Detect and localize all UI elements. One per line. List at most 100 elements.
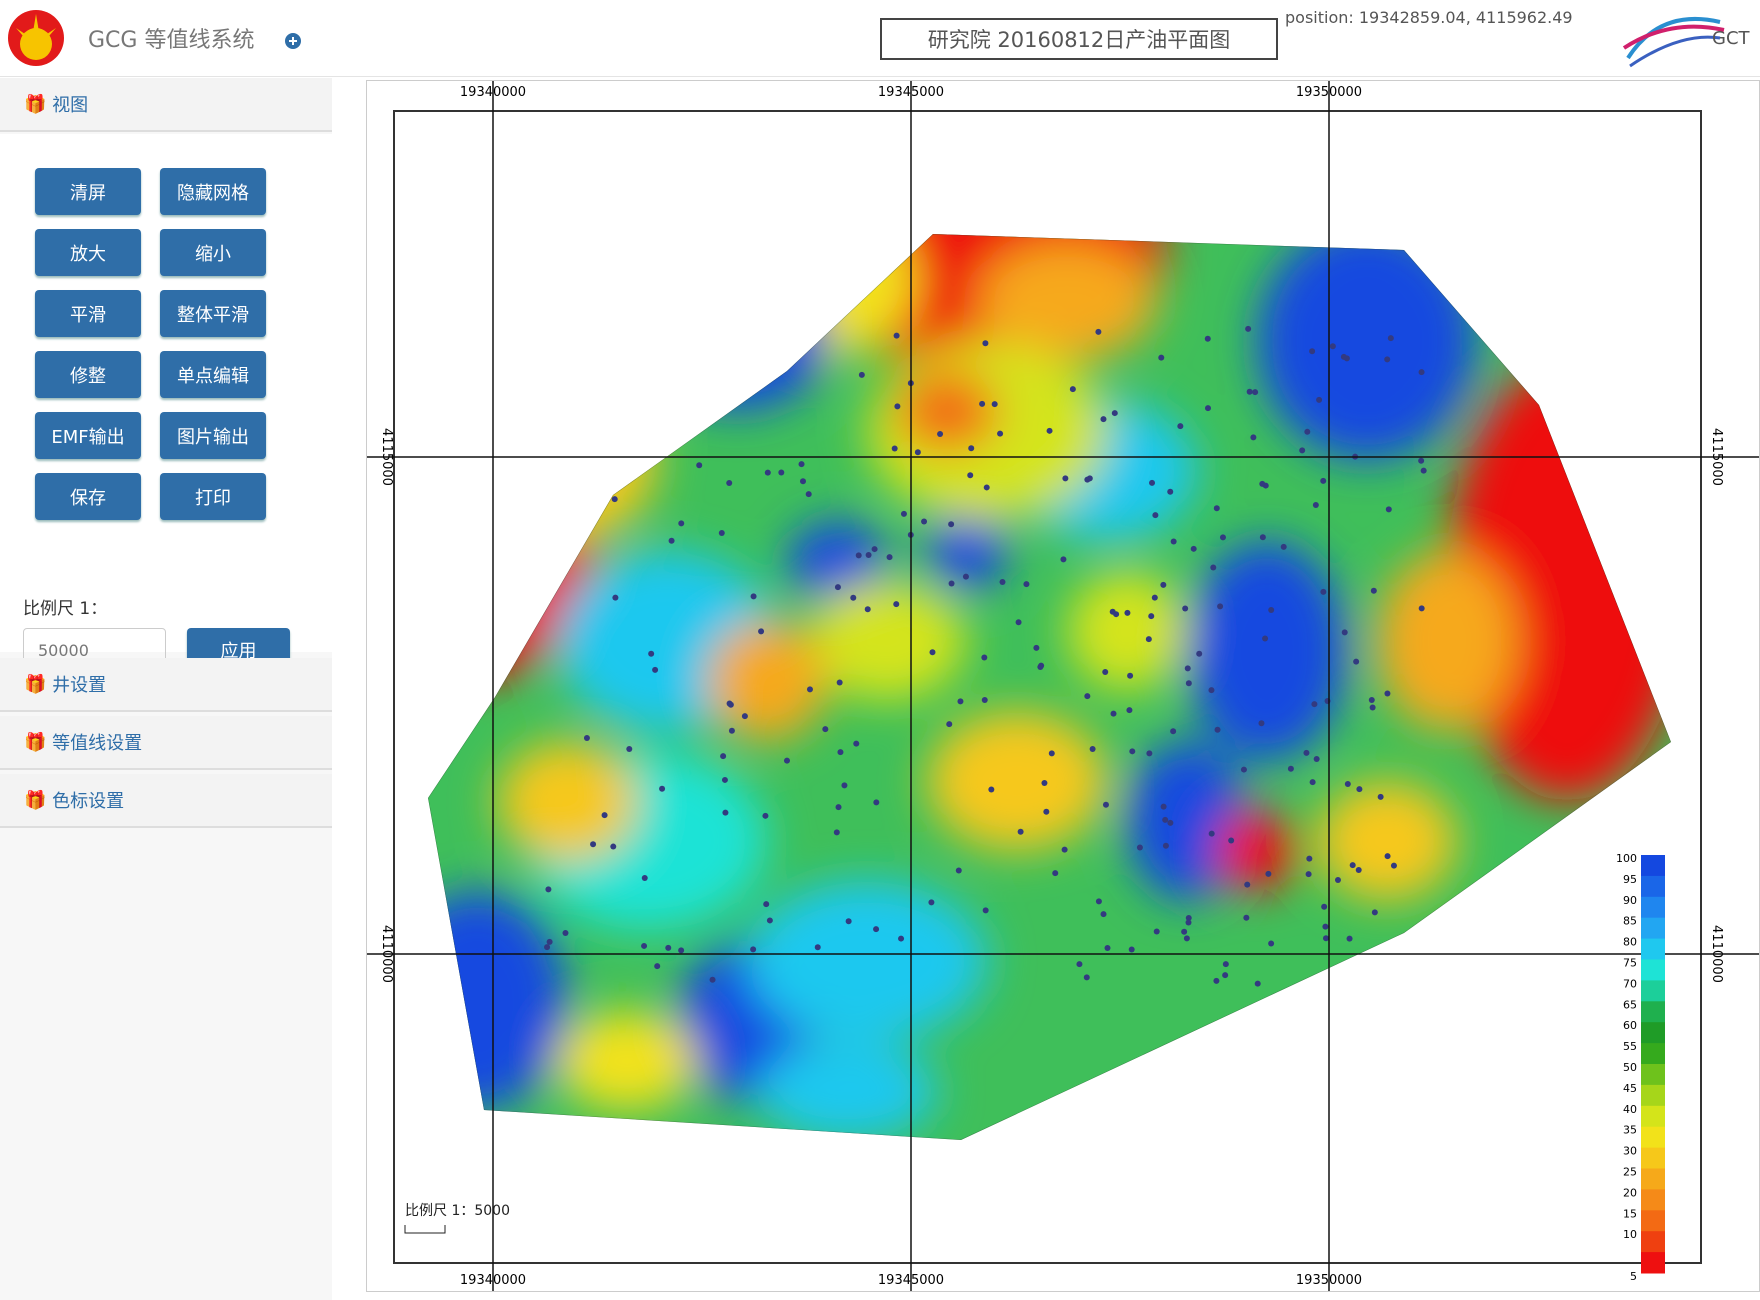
expand-icon[interactable] (284, 32, 302, 50)
well (1048, 750, 1055, 757)
well (1110, 710, 1117, 717)
well (680, 354, 687, 361)
well (1311, 701, 1318, 708)
legend-label: 90 (1623, 894, 1637, 907)
well (1182, 605, 1189, 612)
legend-label: 100 (1616, 852, 1637, 865)
view-section[interactable]: 🎁 视图 (0, 78, 332, 132)
well (1245, 325, 1252, 332)
tool-button[interactable]: 保存 (35, 473, 141, 520)
tool-button[interactable]: 隐藏网格 (160, 168, 266, 215)
legend-swatch (1641, 1001, 1665, 1023)
well (1287, 765, 1294, 772)
legend-label: 70 (1623, 977, 1637, 990)
contour-blob (477, 381, 657, 541)
well (1185, 680, 1192, 687)
well (957, 698, 964, 705)
well (893, 601, 900, 608)
tool-button[interactable]: 图片输出 (160, 412, 266, 459)
legend-label: 35 (1623, 1124, 1637, 1137)
well (822, 726, 829, 733)
tool-button[interactable]: 打印 (160, 473, 266, 520)
well (1243, 914, 1250, 921)
well (1061, 846, 1068, 853)
well (1370, 587, 1377, 594)
legend-label: 40 (1623, 1103, 1637, 1116)
contour-blob (1317, 781, 1457, 901)
well (1250, 434, 1257, 441)
contour-blob (927, 711, 1107, 851)
well (853, 740, 860, 747)
tool-button[interactable]: EMF输出 (35, 412, 141, 459)
well (1062, 475, 1069, 482)
contour-blob (927, 511, 1007, 591)
settings-section[interactable]: 🎁 等值线设置 (0, 716, 332, 770)
well (1228, 837, 1235, 844)
contour-blob (977, 241, 1157, 361)
contour-blob (897, 371, 997, 451)
well (1265, 870, 1272, 877)
well (1268, 940, 1275, 947)
well (1222, 961, 1229, 968)
well (1303, 749, 1310, 756)
well (1252, 389, 1259, 396)
well (873, 799, 880, 806)
well (1208, 830, 1215, 837)
header: GCG 等值线系统 研究院 20160812日产油平面图 position: 1… (0, 0, 1760, 77)
well (833, 829, 840, 836)
well (1349, 862, 1356, 869)
legend-swatch (1641, 980, 1665, 1002)
tool-button[interactable]: 清屏 (35, 168, 141, 215)
well (1124, 609, 1131, 616)
well (763, 901, 770, 908)
well (544, 944, 551, 951)
well (778, 469, 785, 476)
well (845, 918, 852, 925)
well (1041, 779, 1048, 786)
tool-button[interactable]: 放大 (35, 229, 141, 276)
well (1344, 781, 1351, 788)
contour-blob (557, 1011, 697, 1111)
legend-swatch (1641, 938, 1665, 960)
well (764, 469, 771, 476)
section-title: 色标设置 (52, 791, 125, 812)
well (836, 679, 843, 686)
well (718, 529, 725, 536)
legend-swatch (1641, 1210, 1665, 1232)
settings-section[interactable]: 🎁 色标设置 (0, 774, 332, 828)
tool-button[interactable]: 缩小 (160, 229, 266, 276)
well (886, 554, 893, 561)
well (601, 812, 608, 819)
settings-section[interactable]: 🎁 井设置 (0, 658, 332, 712)
contour-blob (1217, 811, 1297, 891)
legend-swatch (1641, 1147, 1665, 1169)
well (1280, 543, 1287, 550)
well (612, 594, 619, 601)
well (758, 628, 765, 635)
contour-blob (428, 891, 567, 1111)
well (1418, 369, 1425, 376)
well (1052, 870, 1059, 877)
well (1204, 405, 1211, 412)
well (981, 697, 988, 704)
well (1214, 726, 1221, 733)
contour-blob (807, 581, 967, 701)
well (1340, 353, 1347, 360)
well (1190, 545, 1197, 552)
well (1083, 974, 1090, 981)
well (1258, 720, 1265, 727)
tool-button[interactable]: 单点编辑 (160, 351, 266, 398)
well (937, 430, 944, 437)
legend-label: 5 (1630, 1270, 1637, 1283)
well (659, 785, 666, 792)
map-scale-text: 比例尺 1：5000 (405, 1203, 510, 1219)
well (898, 935, 905, 942)
well (722, 809, 729, 816)
tool-button[interactable]: 平滑 (35, 290, 141, 337)
well (1390, 862, 1397, 869)
well (614, 391, 621, 398)
tool-button[interactable]: 修整 (35, 351, 141, 398)
tool-button[interactable]: 整体平滑 (160, 290, 266, 337)
contour-blob (707, 621, 827, 741)
well (835, 804, 842, 811)
